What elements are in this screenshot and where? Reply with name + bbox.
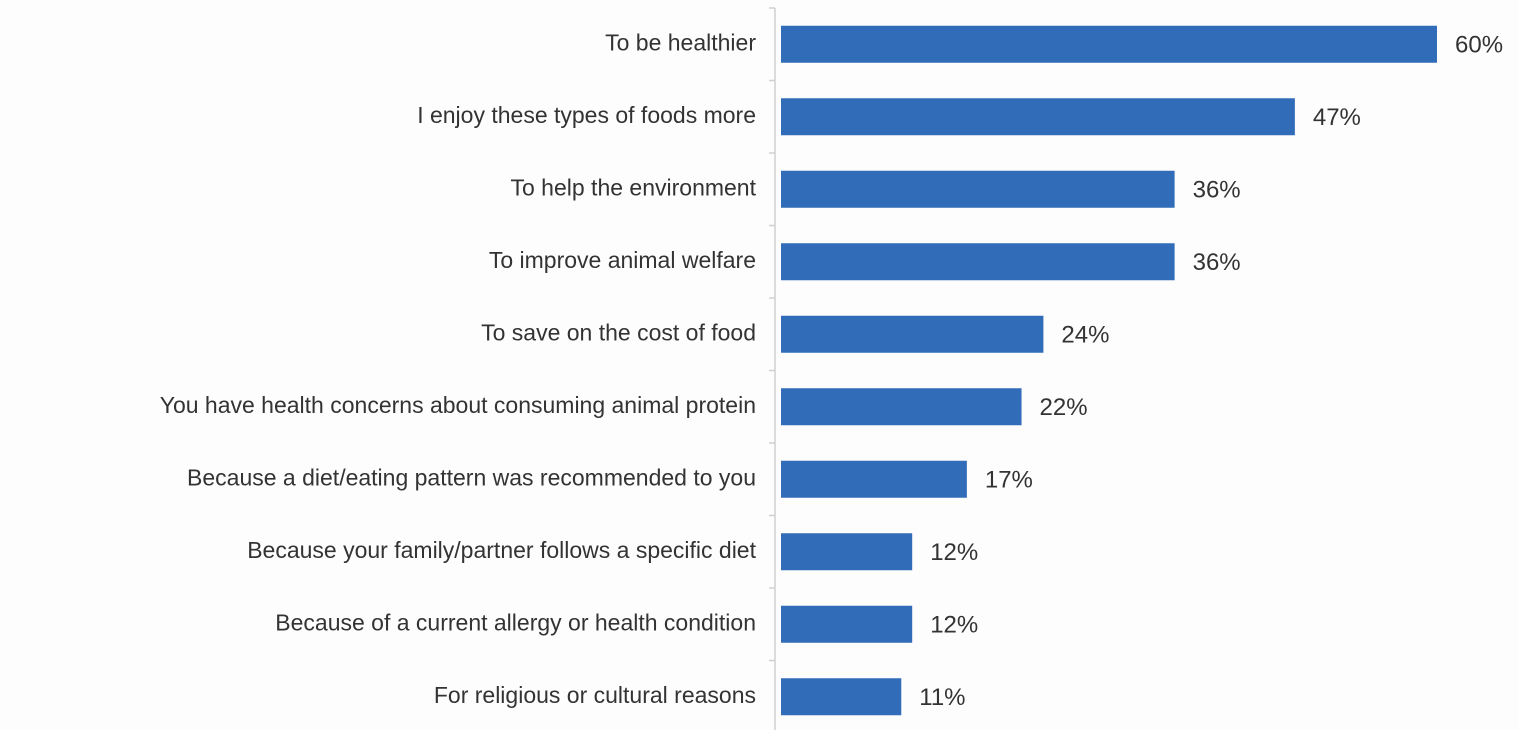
- category-label: You have health concerns about consuming…: [160, 392, 756, 418]
- category-label: To be healthier: [605, 29, 756, 55]
- value-label: 60%: [1455, 32, 1503, 59]
- value-label: 36%: [1193, 249, 1241, 276]
- bar: [781, 388, 1022, 426]
- bar: [781, 243, 1175, 281]
- value-label: 47%: [1313, 104, 1361, 131]
- value-label: 24%: [1061, 322, 1109, 349]
- value-label: 12%: [930, 612, 978, 639]
- category-label: For religious or cultural reasons: [434, 682, 756, 708]
- value-label: 36%: [1193, 177, 1241, 204]
- bar: [781, 605, 913, 643]
- category-label: To save on the cost of food: [481, 319, 756, 345]
- category-label: Because a diet/eating pattern was recomm…: [187, 464, 756, 490]
- bar: [781, 25, 1437, 63]
- bar: [781, 533, 913, 571]
- value-label: 11%: [919, 684, 965, 711]
- bar: [781, 315, 1044, 353]
- bar: [781, 170, 1175, 208]
- bar: [781, 98, 1295, 136]
- category-label: To help the environment: [511, 174, 757, 200]
- value-label: 12%: [930, 539, 978, 566]
- value-label: 22%: [1040, 394, 1088, 421]
- value-label: 17%: [985, 467, 1033, 494]
- category-label: Because your family/partner follows a sp…: [247, 537, 756, 563]
- bar: [781, 678, 902, 716]
- category-label: I enjoy these types of foods more: [417, 102, 756, 128]
- bar: [781, 460, 967, 498]
- category-label: Because of a current allergy or health c…: [275, 609, 756, 635]
- category-label: To improve animal welfare: [489, 247, 756, 273]
